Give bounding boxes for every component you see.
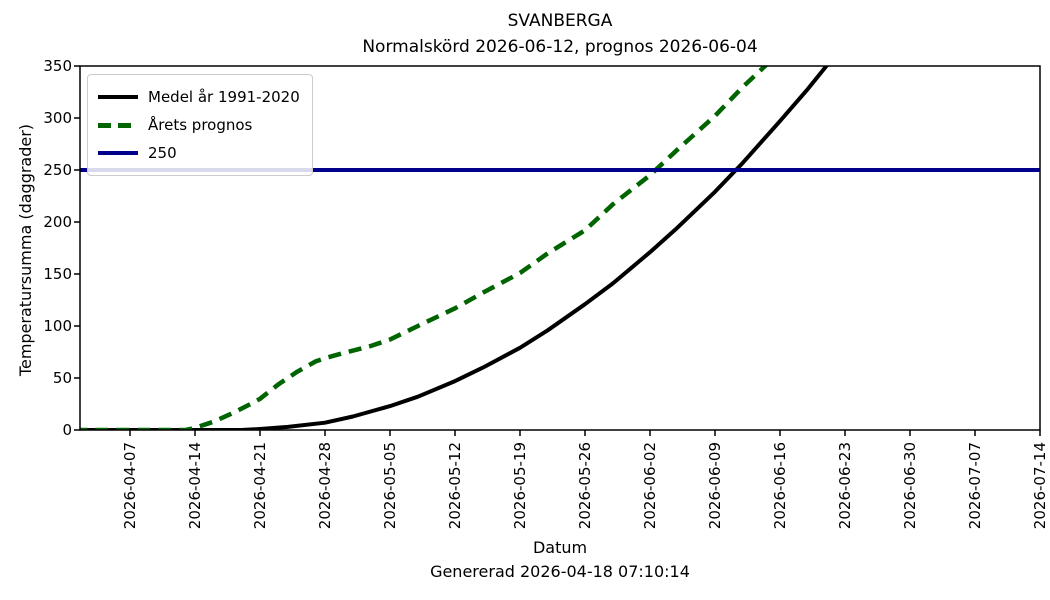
x-tick-label: 2026-04-07 <box>121 442 139 530</box>
x-tick-label: 2026-05-26 <box>576 442 594 530</box>
x-tick-label: 2026-06-02 <box>641 442 659 530</box>
legend-swatch-prognos-line <box>98 122 138 128</box>
x-tick-label: 2026-05-19 <box>511 442 529 530</box>
x-tick-label: 2026-04-21 <box>251 442 269 530</box>
y-tick-label: 350 <box>43 57 72 75</box>
y-tick-label: 50 <box>52 369 72 387</box>
generated-timestamp: Genererad 2026-04-18 07:10:14 <box>430 562 690 581</box>
chart-subtitle: Normalskörd 2026-06-12, prognos 2026-06-… <box>362 37 758 57</box>
y-tick-label: 300 <box>43 109 72 127</box>
x-axis-label: Datum <box>532 538 588 557</box>
x-tick-label: 2026-07-07 <box>966 442 984 530</box>
x-tick-label: 2026-06-09 <box>706 442 724 530</box>
x-tick-label: 2026-07-14 <box>1031 442 1049 530</box>
legend-swatch-250-line <box>98 151 138 155</box>
series-prognos-line <box>80 66 769 430</box>
legend-label-medel: Medel år 1991-2020 <box>148 88 300 106</box>
x-tick-label: 2026-06-23 <box>836 442 854 530</box>
legend-label-250: 250 <box>148 144 177 162</box>
legend-swatch-medel-line <box>98 95 138 99</box>
x-tick-label: 2026-05-12 <box>446 442 464 530</box>
legend-item-medel: Medel år 1991-2020 <box>98 83 302 111</box>
y-tick-label: 250 <box>43 161 72 179</box>
legend-item-prognos: Årets prognos <box>98 111 302 139</box>
y-tick-label: 150 <box>43 265 72 283</box>
legend-item-250: 250 <box>98 139 302 167</box>
x-tick-label: 2026-05-05 <box>381 442 399 530</box>
legend-label-prognos: Årets prognos <box>148 116 253 134</box>
y-tick-label: 0 <box>62 421 72 439</box>
plot-frame <box>79 65 1041 431</box>
y-tick-label: 200 <box>43 213 72 231</box>
x-tick-label: 2026-06-16 <box>771 442 789 530</box>
chart-title: SVANBERGA <box>507 11 613 31</box>
y-tick-label: 100 <box>43 317 72 335</box>
series-medel-line <box>80 66 830 430</box>
legend: Medel år 1991-2020 Årets prognos 250 <box>87 74 313 176</box>
x-tick-label: 2026-06-30 <box>901 442 919 530</box>
x-tick-label: 2026-04-14 <box>186 442 204 530</box>
x-tick-label: 2026-04-28 <box>316 442 334 530</box>
